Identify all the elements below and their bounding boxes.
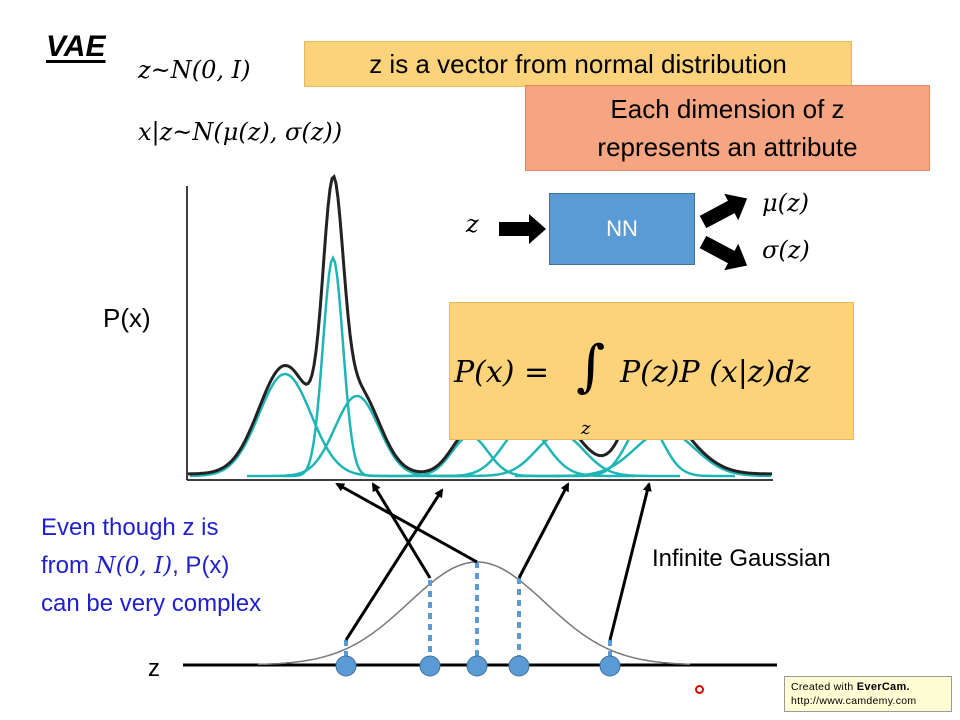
- plot-y-label: P(x): [103, 303, 151, 333]
- slide-title: VAE: [46, 30, 106, 63]
- pointer-dot: [695, 685, 704, 694]
- callout-attribute-line2: represents an attribute: [597, 132, 858, 162]
- note-line3: can be very complex: [41, 590, 262, 617]
- callout-attribute-line1: Each dimension of z: [610, 94, 845, 124]
- integral-callout: [449, 302, 854, 440]
- nn-box-label: NN: [606, 216, 638, 241]
- note-line2-formula: N(0, I): [95, 553, 173, 579]
- nn-box: NN: [549, 193, 695, 265]
- note-line2: from N(0, I), P(x): [41, 547, 261, 585]
- prior-formula: z~N(0, I): [138, 56, 251, 84]
- watermark-prefix: Created with: [791, 681, 857, 693]
- integral-lhs: P(x) =: [454, 355, 550, 390]
- watermark-url: http://www.camdemy.com: [791, 695, 917, 707]
- nn-input-arrow: [499, 214, 546, 244]
- z-axis-label: z: [148, 655, 160, 682]
- sample-points: [335, 655, 621, 677]
- integral-sign: ∫: [576, 334, 606, 399]
- gaussian-component: [515, 429, 771, 478]
- callout-attribute: Each dimension of z represents an attrib…: [525, 85, 930, 171]
- infinite-gaussian-label: Infinite Gaussian: [652, 545, 831, 572]
- nn-input-z: z: [466, 210, 479, 238]
- nn-output-sigma: σ(z): [762, 236, 810, 264]
- note-line2-suffix: , P(x): [172, 552, 230, 579]
- watermark-brand: EverCam.: [856, 681, 910, 693]
- mapping-arrows: [335, 482, 652, 641]
- sample-dotted-lines: [344, 562, 612, 665]
- integral-rhs: P(z)P (x|z)dz: [620, 355, 811, 390]
- nn-output-arrow-sigma: [699, 235, 748, 271]
- likelihood-formula: x|z~N(μ(z), σ(z)): [138, 118, 343, 146]
- complexity-note: Even though z is from N(0, I), P(x) can …: [41, 509, 261, 623]
- gaussian-component: [283, 255, 383, 478]
- integral-subscript: z: [581, 418, 591, 439]
- prior-gaussian-curve: [258, 561, 690, 666]
- note-line1: Even though z is: [41, 514, 219, 541]
- note-line2-prefix: from: [41, 552, 96, 579]
- callout-vector-text: z is a vector from normal distribution: [369, 48, 787, 79]
- nn-output-arrow-mu: [699, 193, 748, 229]
- nn-output-mu: μ(z): [762, 189, 809, 217]
- evercam-watermark: Created with EverCam. http://www.camdemy…: [784, 676, 952, 712]
